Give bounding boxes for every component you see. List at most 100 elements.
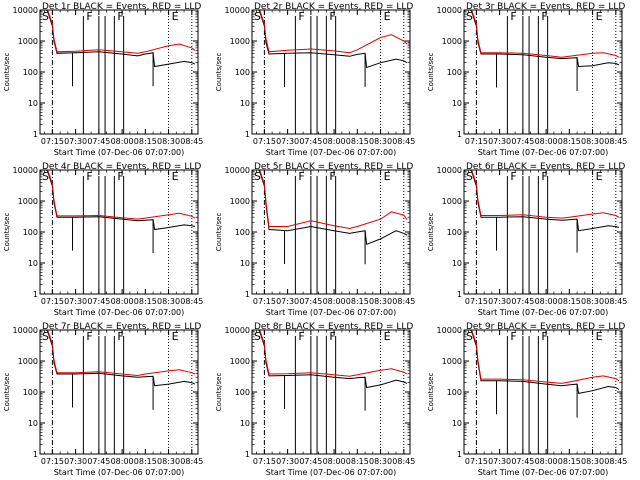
- annotation-label: F: [510, 170, 516, 183]
- x-tick-label: 07:15: [465, 137, 488, 146]
- series-black-line: [464, 170, 620, 232]
- y-tick-label: 10000: [13, 6, 38, 15]
- y-tick-label: 1000: [230, 357, 250, 366]
- y-axis-label: Counts/sec: [3, 373, 11, 412]
- y-tick-label: 1: [457, 130, 462, 139]
- plot-area: [40, 330, 196, 454]
- y-axis-label: Counts/sec: [427, 53, 435, 92]
- plot-area: [464, 170, 620, 294]
- x-tick-label: 07:15: [465, 457, 488, 466]
- annotation-label: F: [541, 10, 547, 23]
- x-tick-label: 08:30: [157, 297, 180, 306]
- annotation-label: S: [42, 10, 49, 23]
- y-tick-label: 1000: [442, 197, 462, 206]
- plot-frame: [251, 9, 411, 135]
- plot-frame: [463, 9, 623, 135]
- y-tick-label: 1: [33, 450, 38, 459]
- annotation-label: F: [541, 170, 547, 183]
- plot-area: [252, 330, 408, 454]
- chart-title: Det 9r BLACK = Events, RED = LLD: [466, 322, 625, 332]
- annotation-label: F: [117, 10, 123, 23]
- x-tick-label: 08:00: [111, 457, 134, 466]
- y-tick-label: 10: [452, 99, 462, 108]
- y-tick-label: 10000: [13, 326, 38, 335]
- chart-panel-5: Det 5r BLACK = Events, RED = LLD Counts/s…: [215, 162, 415, 317]
- y-tick-label: 1: [245, 450, 250, 459]
- chart-title: Det 7r BLACK = Events, RED = LLD: [42, 322, 201, 332]
- y-tick-label: 1: [457, 290, 462, 299]
- chart-panel-6: Det 6r BLACK = Events, RED = LLD Counts/s…: [427, 162, 627, 317]
- annotation-label: F: [510, 10, 516, 23]
- annotation-label: F: [541, 330, 547, 343]
- x-tick-label: 07:45: [87, 137, 110, 146]
- x-tick-label: 08:30: [581, 457, 604, 466]
- series-red-line: [40, 330, 196, 377]
- annotation-label: S: [42, 170, 49, 183]
- y-tick-label: 1000: [18, 357, 38, 366]
- x-tick-label: 07:15: [253, 137, 276, 146]
- y-tick-label: 10000: [437, 6, 462, 15]
- x-tick-label: 08:30: [157, 137, 180, 146]
- x-tick-label: 08:15: [134, 297, 157, 306]
- x-tick-label: 07:15: [41, 137, 64, 146]
- y-tick-label: 10: [240, 419, 250, 428]
- plot-frame: [39, 9, 199, 135]
- x-tick-label: 08:00: [323, 297, 346, 306]
- y-axis-label: Counts/sec: [427, 213, 435, 252]
- x-tick-label: 07:45: [299, 297, 322, 306]
- y-tick-label: 10000: [437, 166, 462, 175]
- y-tick-label: 1000: [18, 197, 38, 206]
- x-tick-label: 07:30: [276, 457, 299, 466]
- x-tick-label: 07:45: [87, 297, 110, 306]
- chart-panel-8: Det 8r BLACK = Events, RED = LLD Counts/s…: [215, 322, 415, 477]
- x-axis-label: Start Time (07-Dec-06 07:07:00): [266, 148, 397, 157]
- plot-frame: [251, 169, 411, 295]
- annotation-label: S: [254, 10, 261, 23]
- y-tick-label: 1: [245, 130, 250, 139]
- x-tick-label: 07:45: [87, 457, 110, 466]
- x-tick-label: 08:15: [346, 457, 369, 466]
- x-axis-label: Start Time (07-Dec-06 07:07:00): [54, 468, 185, 477]
- x-tick-label: 07:45: [299, 137, 322, 146]
- x-tick-label: 08:30: [369, 297, 392, 306]
- x-tick-label: 08:45: [392, 457, 415, 466]
- y-axis-label: Counts/sec: [3, 213, 11, 252]
- x-tick-label: 08:00: [535, 137, 558, 146]
- x-tick-label: 08:45: [604, 297, 627, 306]
- x-tick-label: 08:15: [558, 457, 581, 466]
- chart-panel-3: Det 3r BLACK = Events, RED = LLD Counts/s…: [427, 2, 627, 157]
- y-tick-label: 10000: [225, 166, 250, 175]
- series-red-line: [252, 170, 408, 230]
- series-red-line: [252, 10, 408, 54]
- y-tick-label: 1: [33, 290, 38, 299]
- chart-title: Det 2r BLACK = Events, RED = LLD: [254, 2, 413, 12]
- series-black-line: [252, 330, 408, 389]
- chart-title: Det 6r BLACK = Events, RED = LLD: [466, 162, 625, 172]
- y-tick-label: 100: [235, 388, 250, 397]
- annotation-label: S: [466, 170, 473, 183]
- chart-panel-7: Det 7r BLACK = Events, RED = LLD Counts/s…: [3, 322, 203, 477]
- y-tick-label: 100: [235, 68, 250, 77]
- x-axis-label: Start Time (07-Dec-06 07:07:00): [54, 308, 185, 317]
- y-tick-label: 1000: [230, 37, 250, 46]
- annotation-label: F: [86, 170, 92, 183]
- x-tick-label: 08:30: [369, 137, 392, 146]
- plot-frame: [39, 329, 199, 455]
- annotation-label: E: [172, 330, 179, 343]
- plot-frame: [463, 169, 623, 295]
- annotation-label: E: [172, 10, 179, 23]
- x-tick-label: 08:15: [558, 137, 581, 146]
- plot-area: [252, 10, 408, 134]
- plot-area: [40, 10, 196, 134]
- y-tick-label: 1: [33, 130, 38, 139]
- x-tick-label: 08:15: [558, 297, 581, 306]
- series-black-line: [40, 10, 196, 68]
- annotation-label: F: [298, 170, 304, 183]
- annotation-label: S: [254, 170, 261, 183]
- chart-panel-1: Det 1r BLACK = Events, RED = LLD Counts/s…: [3, 2, 203, 157]
- series-red-line: [464, 10, 620, 58]
- x-tick-label: 07:15: [253, 297, 276, 306]
- x-tick-label: 08:00: [323, 457, 346, 466]
- y-tick-label: 1000: [442, 37, 462, 46]
